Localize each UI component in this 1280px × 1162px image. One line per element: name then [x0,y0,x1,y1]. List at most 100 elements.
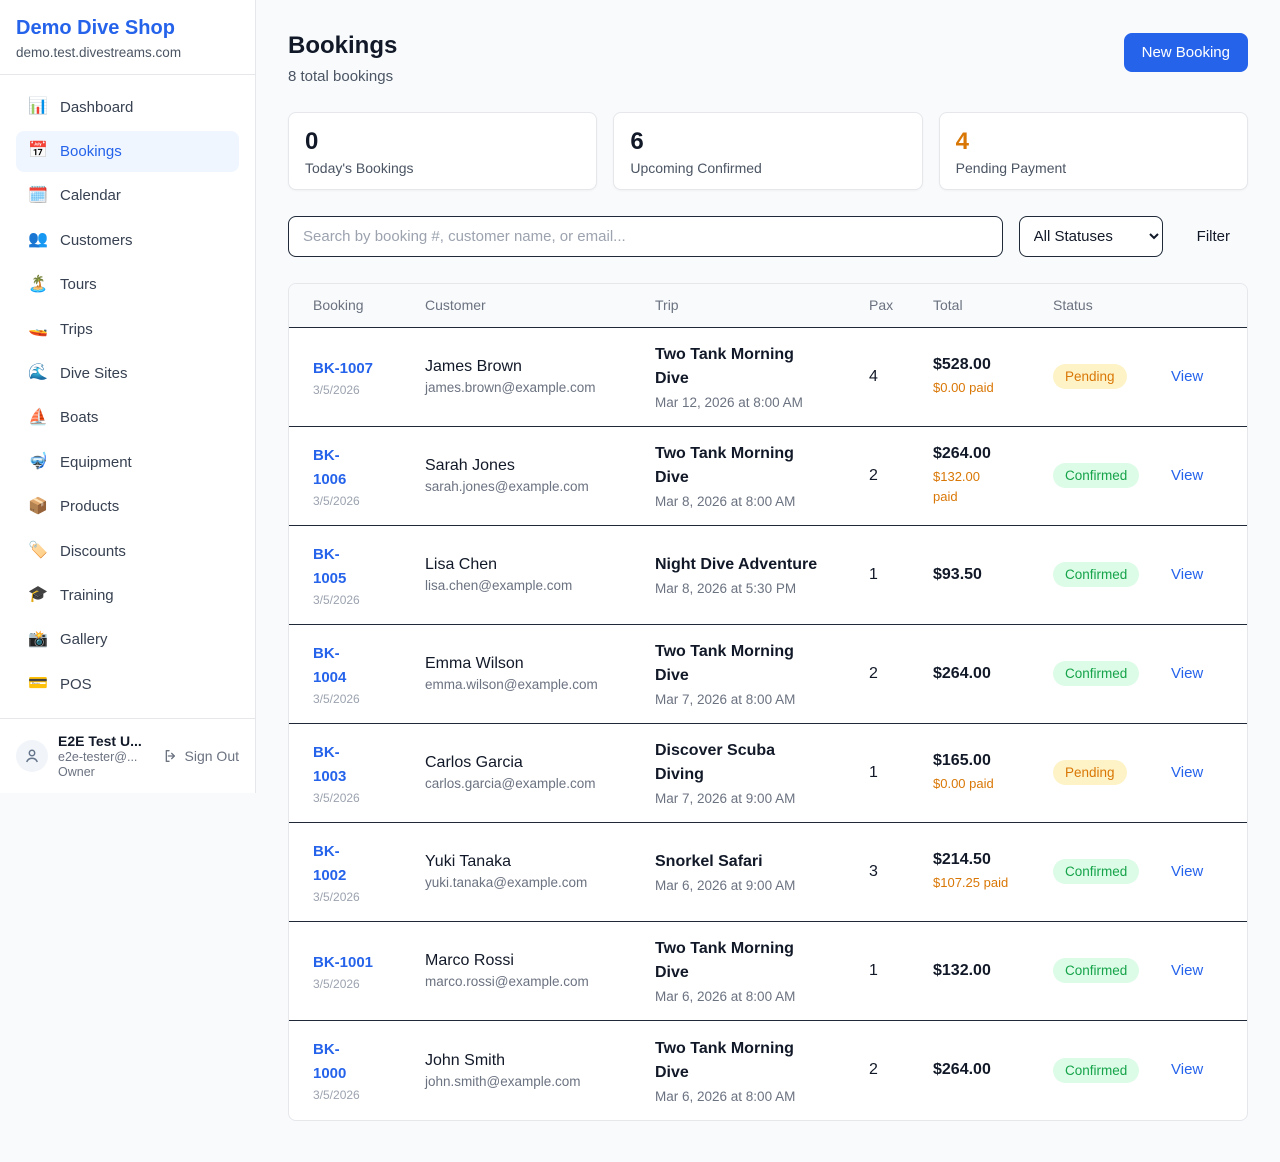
booking-id-link[interactable]: BK- 1006 [313,446,347,488]
status-cell: Confirmed [1053,661,1171,687]
sidebar-item-discounts[interactable]: 🏷️ Discounts [16,531,239,571]
view-link[interactable]: View [1171,367,1204,385]
total-amount: $528.00 [933,355,991,373]
status-cell: Pending [1053,364,1171,390]
booking-id-link[interactable]: BK- 1002 [313,842,347,884]
sidebar-item-tours[interactable]: 🏝️ Tours [16,265,239,305]
pax-cell: 4 [869,367,878,385]
sidebar-nav: 📊 Dashboard 📅 Bookings 🗓️ Calendar 👥 Customers 🏝… [0,75,255,718]
booking-id-link[interactable]: BK-1001 [313,953,374,971]
total-amount: $264.00 [933,445,991,463]
sidebar-item-training[interactable]: 🎓 Training [16,575,239,615]
table-row: BK-1007 3/5/2026 James Brown james.brown… [289,328,1247,427]
sidebar-item-calendar[interactable]: 🗓️ Calendar [16,176,239,216]
table-row: BK- 1006 3/5/2026 Sarah Jones sarah.jone… [289,427,1247,526]
view-link[interactable]: View [1171,1061,1204,1079]
customer-cell: Emma Wilson emma.wilson@example.com [425,655,655,692]
trip-cell: Two Tank Morning Dive Mar 12, 2026 at 8:… [655,343,869,410]
sidebar-item-pos[interactable]: 💳 POS [16,664,239,704]
booking-date: 3/5/2026 [313,976,360,991]
status-cell: Confirmed [1053,463,1171,489]
calendar-icon: 🗓️ [28,186,48,204]
actions-cell: View [1171,566,1223,584]
total-cell: $165.00 $0.00 paid [933,752,1053,794]
view-link[interactable]: View [1171,466,1204,484]
status-cell: Pending [1053,760,1171,786]
booking-id-link[interactable]: BK- 1004 [313,644,347,686]
brand-block: Demo Dive Shop demo.test.divestreams.com [0,0,255,75]
customer-name: Lisa Chen [425,556,498,574]
search-input[interactable] [288,215,1003,257]
dashboard-icon: 📊 [28,98,48,115]
pax-cell: 1 [869,763,878,781]
sidebar-item-products[interactable]: 📦 Products [16,487,239,527]
sidebar-item-equipment[interactable]: 🤿 Equipment [16,442,239,482]
customer-name: Yuki Tanaka [425,853,511,871]
trip-datetime: Mar 6, 2026 at 8:00 AM [655,1088,796,1104]
filter-button[interactable]: Filter [1179,228,1248,245]
trip-datetime: Mar 7, 2026 at 8:00 AM [655,692,796,708]
view-link[interactable]: View [1171,862,1204,880]
actions-cell: View [1171,368,1223,386]
sidebar-item-boats[interactable]: ⛵ Boats [16,398,239,438]
trip-datetime: Mar 8, 2026 at 5:30 PM [655,581,797,597]
pax-cell: 3 [869,862,878,880]
sidebar-item-label: Calendar [60,187,121,205]
column-header: Customer [425,297,486,314]
sidebar-item-label: Customers [60,231,133,249]
training-icon: 🎓 [28,586,48,604]
new-booking-button[interactable]: New Booking [1123,33,1248,72]
page-header: Bookings 8 total bookings New Booking [288,32,1248,85]
table-row: BK- 1004 3/5/2026 Emma Wilson emma.wilso… [289,625,1247,724]
sidebar-item-dive-sites[interactable]: 🌊 Dive Sites [16,353,239,393]
table-body: BK-1007 3/5/2026 James Brown james.brown… [289,328,1247,1120]
view-link[interactable]: View [1171,763,1204,781]
sidebar-item-trips[interactable]: 🚤 Trips [16,309,239,349]
customer-cell: Yuki Tanaka yuki.tanaka@example.com [425,853,655,890]
customer-email: marco.rossi@example.com [425,974,589,990]
brand-name: Demo Dive Shop [16,17,175,39]
actions-cell: View [1171,665,1223,683]
paid-amount: $132.00 paid [933,469,980,504]
gallery-icon: 📸 [28,630,48,648]
customer-email: emma.wilson@example.com [425,677,598,693]
booking-id-link[interactable]: BK-1007 [313,359,374,377]
bookings-icon: 📅 [28,142,48,160]
sidebar-item-bookings[interactable]: 📅 Bookings [16,131,239,172]
booking-date: 3/5/2026 [313,382,360,397]
booking-id-link[interactable]: BK- 1003 [313,743,347,785]
trips-icon: 🚤 [28,319,48,337]
stat-label: Upcoming Confirmed [630,159,762,176]
pax-cell: 1 [869,565,878,583]
sidebar-item-label: Gallery [60,631,108,649]
booking-cell: BK- 1004 3/5/2026 [313,642,425,706]
sidebar-item-label: Tours [60,276,97,294]
user-email: e2e-tester@... [58,750,138,765]
trip-cell: Snorkel Safari Mar 6, 2026 at 9:00 AM [655,850,869,893]
actions-cell: View [1171,962,1223,980]
sign-out-button[interactable]: Sign Out [163,748,239,764]
total-cell: $132.00 [933,962,1053,980]
sidebar-item-customers[interactable]: 👥 Customers [16,220,239,260]
customer-cell: Marco Rossi marco.rossi@example.com [425,952,655,989]
pax-cell: 2 [869,466,878,484]
pax-cell: 2 [869,664,878,682]
view-link[interactable]: View [1171,565,1204,583]
trip-datetime: Mar 6, 2026 at 9:00 AM [655,878,796,894]
booking-id-link[interactable]: BK- 1005 [313,545,347,587]
customer-name: Emma Wilson [425,655,524,673]
status-select[interactable]: All Statuses [1018,215,1163,257]
customer-email: carlos.garcia@example.com [425,776,596,792]
customer-cell: Lisa Chen lisa.chen@example.com [425,556,655,593]
sidebar-item-dashboard[interactable]: 📊 Dashboard [16,87,239,127]
booking-id-link[interactable]: BK- 1000 [313,1041,347,1083]
booking-date: 3/5/2026 [313,592,360,607]
booking-date: 3/5/2026 [313,691,360,706]
stat-card: 4 Pending Payment [938,112,1248,190]
sidebar-item-gallery[interactable]: 📸 Gallery [16,620,239,660]
customer-email: yuki.tanaka@example.com [425,875,588,891]
view-link[interactable]: View [1171,961,1204,979]
user-meta: E2E Test U... e2e-tester@... Owner [58,733,153,779]
view-link[interactable]: View [1171,664,1204,682]
